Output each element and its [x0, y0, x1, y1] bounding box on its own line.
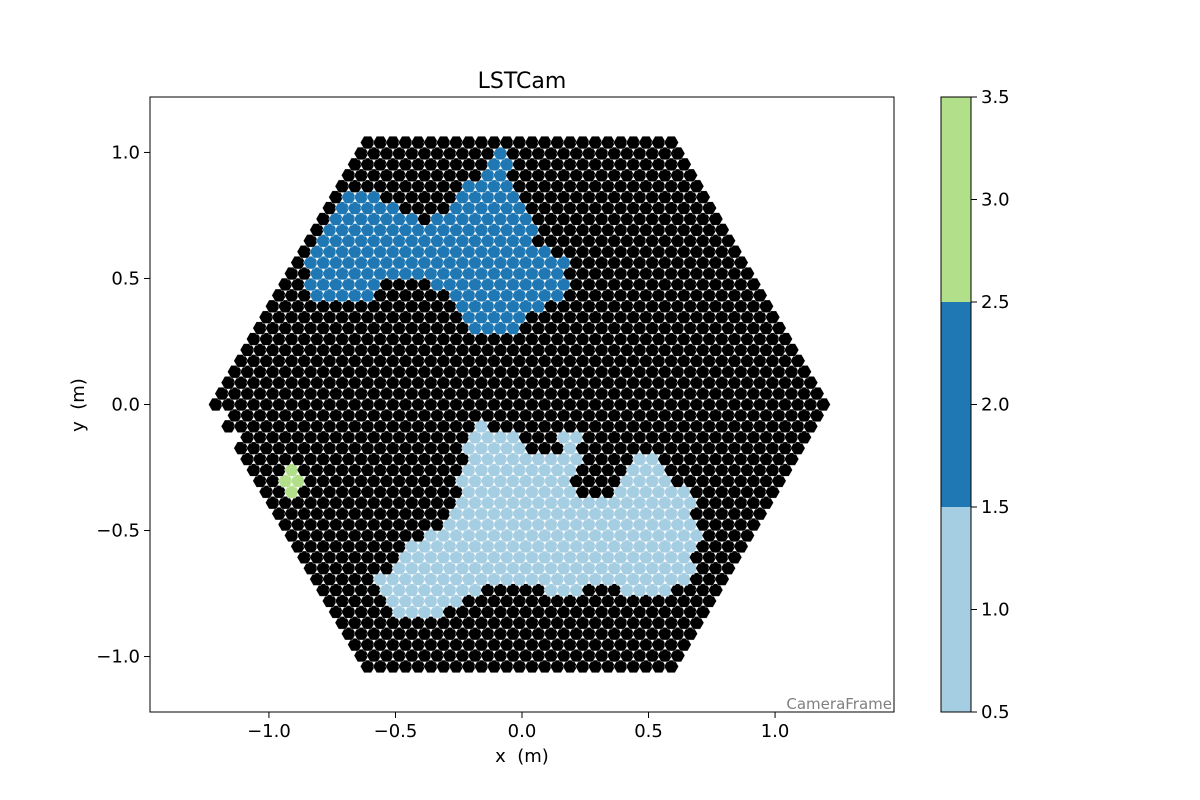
y-axis-label: y (m) — [68, 378, 89, 432]
colorbar-tick-label: 2.5 — [981, 292, 1010, 313]
colorbar-segment — [941, 97, 971, 302]
colorbar-segment — [941, 302, 971, 507]
colorbar-tick-label: 0.5 — [981, 702, 1010, 723]
colorbar-ticks: 0.5 1.0 1.5 2.0 2.5 3.0 3.5 — [971, 87, 1010, 723]
x-tick-label: −0.5 — [374, 721, 418, 742]
x-tick-label: 0.5 — [634, 721, 663, 742]
chart-title: LSTCam — [478, 69, 567, 94]
y-tick-label: 1.0 — [111, 142, 140, 163]
colorbar-tick-label: 3.0 — [981, 190, 1010, 211]
x-tick-label: 0.0 — [508, 721, 537, 742]
x-tick-label: 1.0 — [761, 721, 790, 742]
colorbar-tick-label: 1.0 — [981, 600, 1010, 621]
colorbar — [940, 96, 972, 713]
y-tick-label: 0.0 — [111, 395, 140, 416]
camera-plot-area — [208, 136, 831, 673]
colorbar-tick-label: 3.5 — [981, 87, 1010, 108]
colorbar-segment — [941, 507, 971, 712]
colorbar-tick-label: 1.5 — [981, 497, 1010, 518]
camera-pixel — [663, 136, 679, 150]
x-axis-ticks: −1.0 −0.5 0.0 0.5 1.0 — [247, 712, 789, 742]
x-axis-label: x (m) — [495, 746, 549, 767]
camera-pixels — [208, 136, 831, 673]
x-tick-label: −1.0 — [247, 721, 291, 742]
y-tick-label: −1.0 — [96, 647, 140, 668]
y-tick-label: 0.5 — [111, 268, 140, 289]
colorbar-tick-label: 2.0 — [981, 395, 1010, 416]
y-tick-label: −0.5 — [96, 521, 140, 542]
camera-frame-label: CameraFrame — [786, 695, 892, 713]
y-axis-ticks: 1.0 0.5 0.0 −0.5 −1.0 — [96, 142, 150, 668]
